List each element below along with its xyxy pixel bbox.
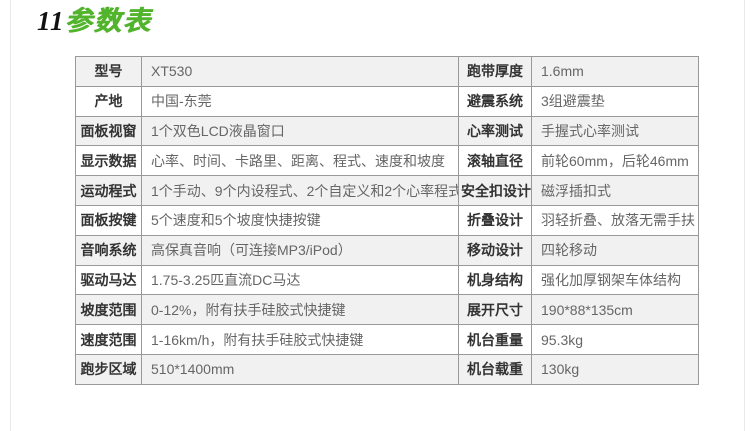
spec-label-cell: 折叠设计 [458,204,532,236]
spec-value-cell: 手握式心率测试 [531,115,699,147]
spec-label-cell: 安全扣设计 [458,175,532,206]
spec-label-cell: 机身结构 [458,264,532,296]
spec-value-cell: 1个双色LCD液晶窗口 [141,115,459,147]
spec-label-cell: 跑带厚度 [458,56,532,87]
table-row: 速度范围 1-16km/h，附有扶手硅胶式快捷键 机台重量 95.3kg [75,324,699,355]
table-row: 型号 XT530 跑带厚度 1.6mm [75,56,699,87]
spec-label-cell: 速度范围 [75,324,142,355]
spec-value-cell: 1-16km/h，附有扶手硅胶式快捷键 [141,324,459,355]
spec-label-cell: 心率测试 [458,115,532,147]
table-row: 面板视窗 1个双色LCD液晶窗口 心率测试 手握式心率测试 [75,115,699,147]
spec-label-cell: 跑步区域 [75,353,142,385]
spec-label-cell: 坡度范围 [75,294,142,326]
spec-label-cell: 驱动马达 [75,264,142,296]
spec-value-cell: 心率、时间、卡路里、距离、程式、速度和坡度 [141,145,459,177]
spec-value-cell: 1.75-3.25匹直流DC马达 [141,264,459,296]
spec-label-cell: 面板视窗 [75,115,142,147]
title-section-number: 11 [37,6,65,36]
table-row: 产地 中国-东莞 避震系统 3组避震垫 [75,85,699,117]
table-row: 面板按键 5个速度和5个坡度快捷按键 折叠设计 羽轻折叠、放落无需手扶 [75,204,699,236]
spec-value-cell: 130kg [531,353,699,385]
spec-label-cell: 展开尺寸 [458,294,532,326]
table-row: 驱动马达 1.75-3.25匹直流DC马达 机身结构 强化加厚钢架车体结构 [75,264,699,296]
spec-value-cell: 羽轻折叠、放落无需手扶 [531,204,699,236]
page-title: 11参数表 [37,4,152,38]
spec-value-cell: 1.6mm [531,56,699,87]
spec-value-cell: 5个速度和5个坡度快捷按键 [141,204,459,236]
spec-value-cell: 前轮60mm，后轮46mm [531,145,699,177]
spec-label-cell: 移动设计 [458,234,532,266]
spec-value-cell: 95.3kg [531,324,699,355]
spec-label-cell: 滚轴直径 [458,145,532,177]
spec-value-cell: 高保真音响（可连接MP3/iPod） [141,234,459,266]
spec-label-cell: 面板按键 [75,204,142,236]
title-text: 参数表 [64,6,152,36]
spec-table: 型号 XT530 跑带厚度 1.6mm 产地 中国-东莞 避震系统 3组避震垫 … [75,56,699,385]
spec-value-cell: 3组避震垫 [531,85,699,117]
spec-value-cell: 510*1400mm [141,353,459,385]
spec-label-cell: 机台重量 [458,324,532,355]
spec-value-cell: XT530 [141,56,459,87]
table-row: 运动程式 1个手动、9个内设程式、2个自定义和2个心率程式 安全扣设计 磁浮插扣… [75,175,699,206]
spec-value-cell: 0-12%，附有扶手硅胶式快捷键 [141,294,459,326]
spec-label-cell: 音响系统 [75,234,142,266]
spec-label-cell: 机台载重 [458,353,532,385]
spec-value-cell: 磁浮插扣式 [531,175,699,206]
spec-value-cell: 中国-东莞 [141,85,459,117]
spec-label-cell: 避震系统 [458,85,532,117]
spec-value-cell: 四轮移动 [531,234,699,266]
spec-label-cell: 产地 [75,85,142,117]
spec-value-cell: 190*88*135cm [531,294,699,326]
spec-value-cell: 强化加厚钢架车体结构 [531,264,699,296]
spec-label-cell: 运动程式 [75,175,142,206]
spec-label-cell: 显示数据 [75,145,142,177]
spec-value-cell: 1个手动、9个内设程式、2个自定义和2个心率程式 [141,175,459,206]
spec-label-cell: 型号 [75,56,142,87]
table-row: 坡度范围 0-12%，附有扶手硅胶式快捷键 展开尺寸 190*88*135cm [75,294,699,326]
table-row: 显示数据 心率、时间、卡路里、距离、程式、速度和坡度 滚轴直径 前轮60mm，后… [75,145,699,177]
table-row: 音响系统 高保真音响（可连接MP3/iPod） 移动设计 四轮移动 [75,234,699,266]
table-row: 跑步区域 510*1400mm 机台载重 130kg [75,353,699,385]
